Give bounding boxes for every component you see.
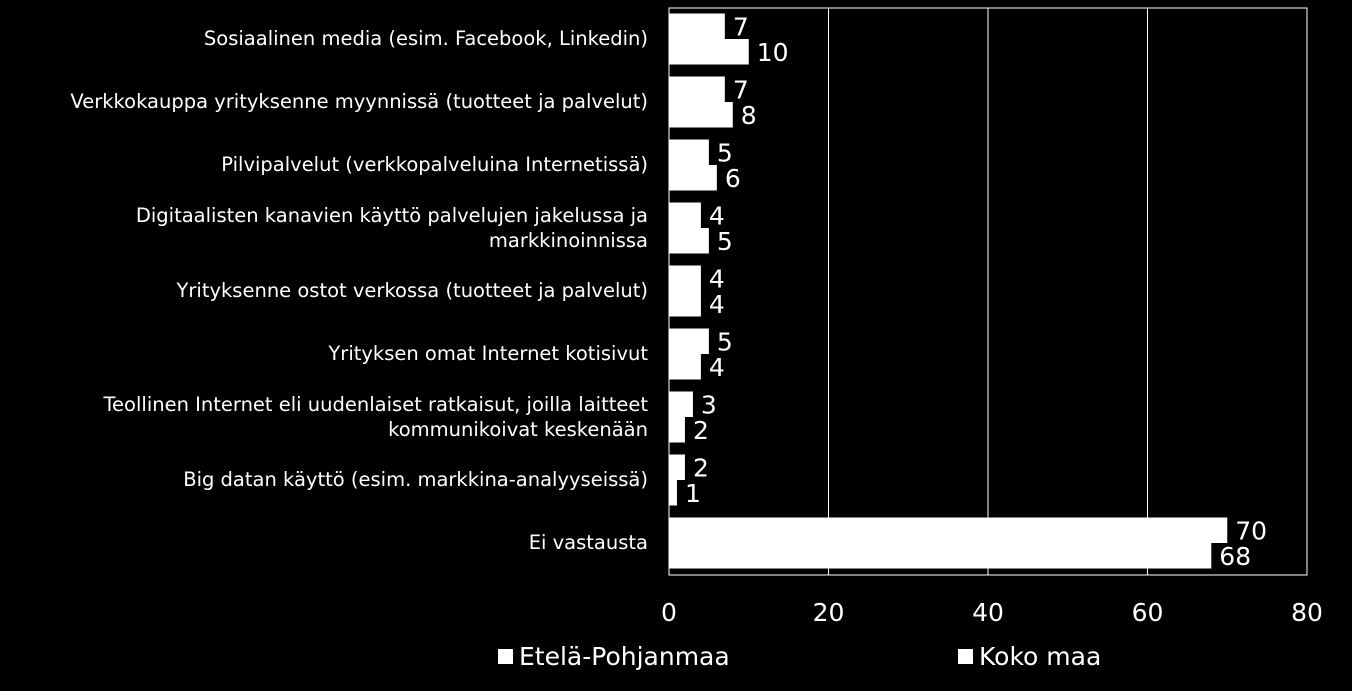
category-label: Sosiaalinen media (esim. Facebook, Linke… [203,27,648,50]
bar-etela-pohjanmaa [669,328,709,354]
bar-etela-pohjanmaa [669,265,701,291]
data-label: 4 [709,201,725,230]
bar-etela-pohjanmaa [669,391,693,417]
bar-koko-maa [669,39,749,65]
x-tick-label: 60 [1132,598,1164,627]
data-label: 7 [733,12,749,41]
category-label: Ei vastausta [528,531,648,554]
bar-etela-pohjanmaa [669,454,685,480]
data-label: 5 [717,327,733,356]
bar-etela-pohjanmaa [669,76,725,102]
data-label: 1 [685,479,701,508]
bar-koko-maa [669,354,701,380]
legend-swatch-koko-maa [958,649,973,664]
category-label: Teollinen Internet eli uudenlaiset ratka… [103,392,648,441]
bar-koko-maa [669,417,685,443]
bar-etela-pohjanmaa [669,202,701,228]
bar-koko-maa [669,291,701,317]
data-label: 68 [1219,542,1251,571]
data-label: 5 [717,227,733,256]
data-label: 4 [709,353,725,382]
category-label: Yrityksen omat Internet kotisivut [328,342,648,365]
legend-label-koko-maa: Koko maa [979,642,1102,671]
x-tick-label: 80 [1291,598,1323,627]
data-label: 4 [709,264,725,293]
data-label: 8 [741,101,757,130]
data-label: 4 [709,290,725,319]
x-tick-label: 40 [972,598,1004,627]
data-label: 3 [701,390,717,419]
category-label: Pilvipalvelut (verkkopalveluina Internet… [221,153,648,176]
data-label: 6 [725,164,741,193]
data-label: 2 [693,416,709,445]
category-label: Digitaalisten kanavien käyttö palvelujen… [135,203,648,252]
bar-etela-pohjanmaa [669,517,1228,543]
data-label: 7 [733,75,749,104]
category-label: Verkkokauppa yrityksenne myynnissä (tuot… [70,90,648,113]
data-label: 10 [757,38,789,67]
category-label: Big datan käyttö (esim. markkina-analyys… [183,468,648,491]
bar-koko-maa [669,228,709,254]
legend-item-koko-maa: Koko maa [958,642,1101,671]
legend-item-etela-pohjanmaa: Etelä-Pohjanmaa [498,642,730,671]
bar-etela-pohjanmaa [669,13,725,39]
bar-etela-pohjanmaa [669,139,709,165]
legend-swatch-etela-pohjanmaa [498,649,513,664]
data-label: 2 [693,453,709,482]
x-tick-label: 20 [813,598,845,627]
legend-label-etela-pohjanmaa: Etelä-Pohjanmaa [519,642,730,671]
data-label: 5 [717,138,733,167]
category-label: Yrityksenne ostot verkossa (tuotteet ja … [176,279,648,302]
bar-koko-maa [669,543,1212,569]
bar-koko-maa [669,480,677,506]
data-label: 70 [1235,516,1267,545]
x-tick-label: 0 [661,598,677,627]
bar-koko-maa [669,165,717,191]
bar-koko-maa [669,102,733,128]
